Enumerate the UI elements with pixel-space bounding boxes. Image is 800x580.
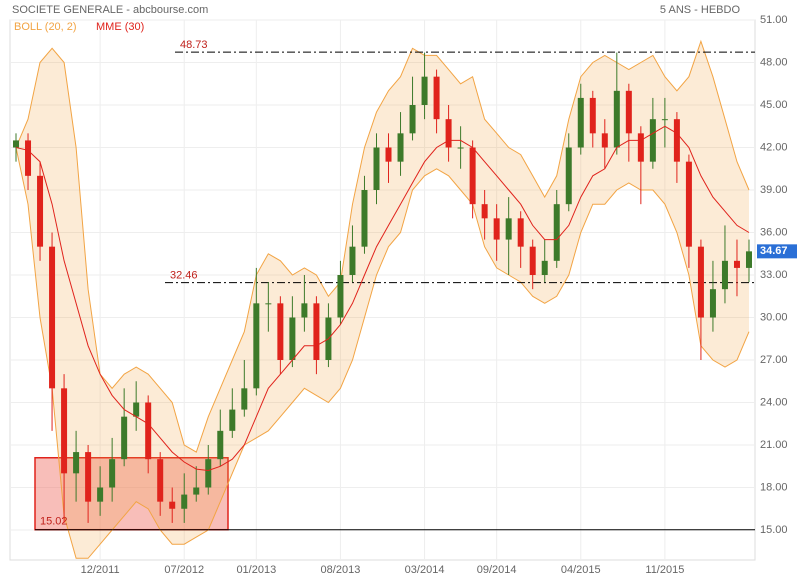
candle-body [133,402,140,417]
x-tick-label: 09/2014 [477,564,517,576]
y-tick-label: 51.00 [760,14,788,26]
candle-body [109,459,116,488]
candle-body [361,190,368,247]
y-tick-label: 18.00 [760,481,788,493]
candle-body [121,416,128,460]
candle-body [409,105,416,134]
band-upper [15,39,750,453]
candle-body [481,204,488,219]
candle-body [601,133,608,148]
candle-body [745,251,752,268]
candle-body [697,246,704,318]
legend-entry: BOLL (20, 2) [14,21,77,33]
candle-body [673,119,680,162]
y-tick-label: 27.00 [760,354,788,366]
x-tick-label: 07/2012 [164,564,204,576]
candle-body [529,246,536,275]
candle-body [277,303,284,360]
candle-body [229,409,236,431]
chart-subtitle: 5 ANS - HEBDO [660,4,741,16]
level-label: 32.46 [170,270,198,282]
candle-body [637,133,644,162]
candle-body [493,218,500,240]
candle-body [553,204,560,261]
candle-body [313,303,320,360]
candle-body [289,317,296,360]
candle-body [61,388,68,474]
candle-body [469,147,476,205]
candle-body [457,147,464,149]
y-tick-label: 30.00 [760,311,788,323]
candle-body [565,147,572,205]
x-tick-label: 03/2014 [405,564,445,576]
candle-body [337,275,344,318]
candle-body [541,260,548,275]
candle-body [217,430,224,460]
x-tick-label: 11/2015 [645,564,684,576]
y-tick-label: 39.00 [760,184,788,196]
candle-body [97,487,104,502]
candle-body [13,140,20,148]
candle-body [373,147,380,190]
y-tick-label: 45.00 [760,99,788,111]
band-lower [15,147,750,559]
candle-body [145,402,152,460]
candle-body [433,76,440,120]
candle-body [169,501,176,509]
candle-body [721,260,728,290]
candle-body [301,303,308,318]
candle-body [577,97,584,148]
candle-body [733,260,740,268]
candle-body [37,175,44,247]
candle-body [385,147,392,162]
chart-title: SOCIETE GENERALE - abcbourse.com [12,4,208,16]
x-tick-label: 08/2013 [321,564,361,576]
candle-body [157,459,164,502]
candle-body [349,246,356,275]
candle-body [193,487,200,495]
y-tick-label: 36.00 [760,226,788,238]
candle-body [73,452,80,474]
candle-body [589,97,596,134]
candle-body [181,494,188,509]
candle-body [709,289,716,318]
candle-body [517,218,524,247]
candle-body [85,452,92,502]
level-label: 15.02 [40,516,68,528]
y-tick-label: 42.00 [760,141,788,153]
last-price-box [757,244,797,259]
y-tick-label: 15.00 [760,524,788,536]
candle-body [649,119,656,162]
x-tick-label: 04/2015 [561,564,601,576]
candle-body [265,303,272,305]
candle-body [421,76,428,105]
y-tick-label: 24.00 [760,396,788,408]
x-tick-label: 12/2011 [81,564,120,576]
level-label: 48.73 [180,39,208,51]
candle-body [397,133,404,162]
candle-body [49,246,56,389]
candle-body [685,161,692,247]
candle-body [205,459,212,488]
candle-body [253,303,260,389]
mme-line [15,125,750,472]
x-tick-label: 01/2013 [236,564,276,576]
candle-body [661,119,668,121]
candle-body [505,218,512,240]
candle-body [241,388,248,410]
candle-body [625,90,632,134]
candle-body [25,140,32,176]
y-tick-label: 48.00 [760,56,788,68]
last-price-label: 34.67 [760,245,788,257]
y-tick-label: 33.00 [760,269,788,281]
legend-entry: MME (30) [96,21,144,33]
y-tick-label: 21.00 [760,439,788,451]
candle-body [445,119,452,148]
candle-body [613,90,620,148]
